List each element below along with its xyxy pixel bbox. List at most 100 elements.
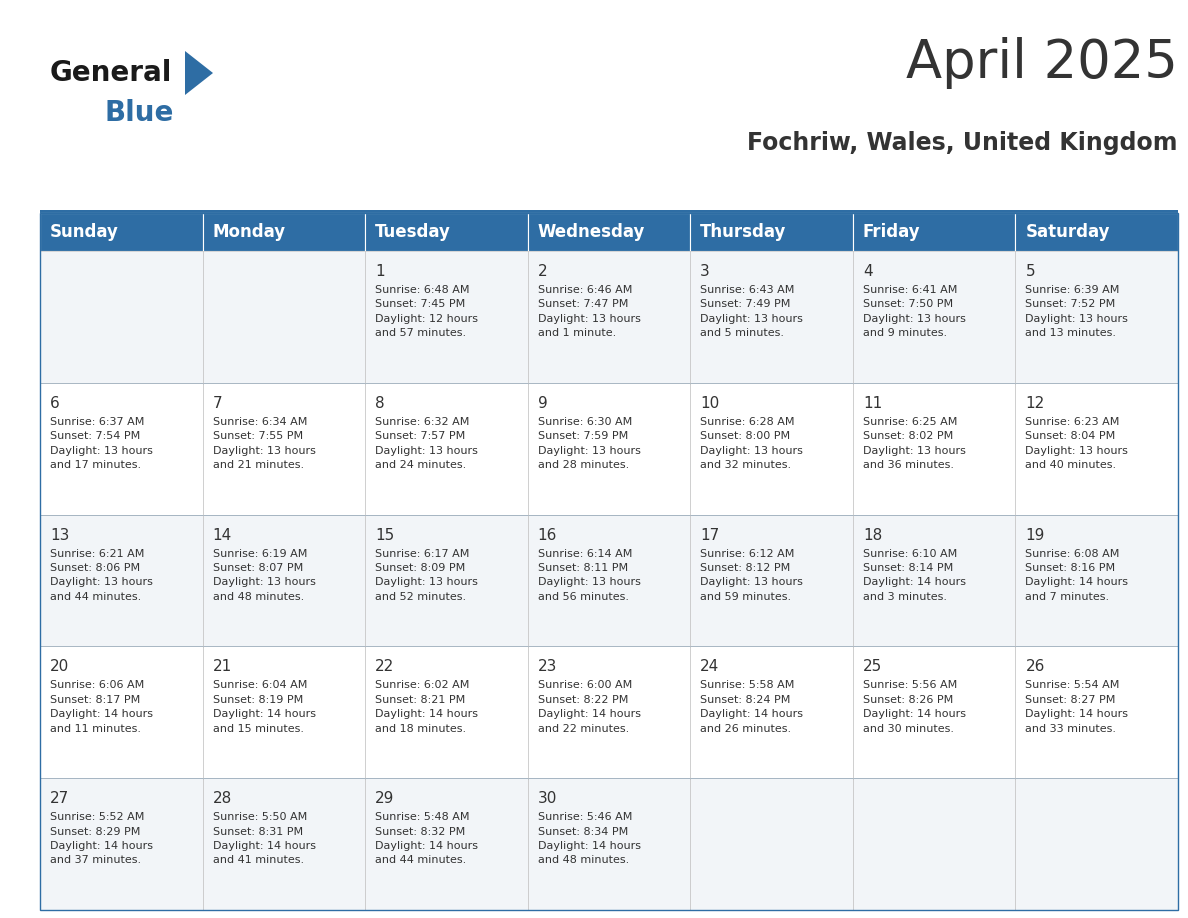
Text: Sunrise: 5:58 AM
Sunset: 8:24 PM
Daylight: 14 hours
and 26 minutes.: Sunrise: 5:58 AM Sunset: 8:24 PM Dayligh… xyxy=(700,680,803,733)
Text: Fochriw, Wales, United Kingdom: Fochriw, Wales, United Kingdom xyxy=(747,131,1178,155)
Text: Sunrise: 6:41 AM
Sunset: 7:50 PM
Daylight: 13 hours
and 9 minutes.: Sunrise: 6:41 AM Sunset: 7:50 PM Dayligh… xyxy=(862,285,966,338)
Text: Sunrise: 6:04 AM
Sunset: 8:19 PM
Daylight: 14 hours
and 15 minutes.: Sunrise: 6:04 AM Sunset: 8:19 PM Dayligh… xyxy=(213,680,316,733)
Polygon shape xyxy=(185,51,213,95)
Text: Sunrise: 6:46 AM
Sunset: 7:47 PM
Daylight: 13 hours
and 1 minute.: Sunrise: 6:46 AM Sunset: 7:47 PM Dayligh… xyxy=(538,285,640,338)
Text: Sunrise: 6:25 AM
Sunset: 8:02 PM
Daylight: 13 hours
and 36 minutes.: Sunrise: 6:25 AM Sunset: 8:02 PM Dayligh… xyxy=(862,417,966,470)
Text: Monday: Monday xyxy=(213,223,285,241)
Bar xyxy=(40,515,1178,517)
Text: 11: 11 xyxy=(862,396,883,410)
Text: 29: 29 xyxy=(375,791,394,806)
Text: Saturday: Saturday xyxy=(1025,223,1110,241)
Text: 4: 4 xyxy=(862,264,872,279)
Bar xyxy=(527,646,690,778)
Text: Thursday: Thursday xyxy=(700,223,786,241)
Text: 14: 14 xyxy=(213,528,232,543)
Bar xyxy=(690,778,853,910)
Text: 18: 18 xyxy=(862,528,883,543)
Text: Sunrise: 6:12 AM
Sunset: 8:12 PM
Daylight: 13 hours
and 59 minutes.: Sunrise: 6:12 AM Sunset: 8:12 PM Dayligh… xyxy=(700,549,803,602)
Bar xyxy=(203,383,365,515)
Text: Sunrise: 6:08 AM
Sunset: 8:16 PM
Daylight: 14 hours
and 7 minutes.: Sunrise: 6:08 AM Sunset: 8:16 PM Dayligh… xyxy=(1025,549,1129,602)
Text: Sunrise: 6:19 AM
Sunset: 8:07 PM
Daylight: 13 hours
and 48 minutes.: Sunrise: 6:19 AM Sunset: 8:07 PM Dayligh… xyxy=(213,549,316,602)
Text: April 2025: April 2025 xyxy=(906,37,1178,89)
Text: Sunrise: 6:32 AM
Sunset: 7:57 PM
Daylight: 13 hours
and 24 minutes.: Sunrise: 6:32 AM Sunset: 7:57 PM Dayligh… xyxy=(375,417,478,470)
Bar xyxy=(527,251,690,383)
Text: Sunrise: 6:30 AM
Sunset: 7:59 PM
Daylight: 13 hours
and 28 minutes.: Sunrise: 6:30 AM Sunset: 7:59 PM Dayligh… xyxy=(538,417,640,470)
Text: 15: 15 xyxy=(375,528,394,543)
Text: Sunrise: 5:54 AM
Sunset: 8:27 PM
Daylight: 14 hours
and 33 minutes.: Sunrise: 5:54 AM Sunset: 8:27 PM Dayligh… xyxy=(1025,680,1129,733)
Text: Sunrise: 6:06 AM
Sunset: 8:17 PM
Daylight: 14 hours
and 11 minutes.: Sunrise: 6:06 AM Sunset: 8:17 PM Dayligh… xyxy=(50,680,153,733)
Bar xyxy=(365,515,527,646)
Bar xyxy=(40,251,203,383)
Bar xyxy=(203,778,365,910)
Bar xyxy=(365,383,527,515)
Bar xyxy=(40,778,1178,780)
Bar xyxy=(203,213,365,251)
Text: 9: 9 xyxy=(538,396,548,410)
Text: 13: 13 xyxy=(50,528,69,543)
Text: Friday: Friday xyxy=(862,223,921,241)
Text: Sunrise: 6:00 AM
Sunset: 8:22 PM
Daylight: 14 hours
and 22 minutes.: Sunrise: 6:00 AM Sunset: 8:22 PM Dayligh… xyxy=(538,680,640,733)
Bar xyxy=(40,646,1178,648)
Bar xyxy=(527,515,690,646)
Text: 20: 20 xyxy=(50,659,69,675)
Text: Sunrise: 6:02 AM
Sunset: 8:21 PM
Daylight: 14 hours
and 18 minutes.: Sunrise: 6:02 AM Sunset: 8:21 PM Dayligh… xyxy=(375,680,478,733)
Bar xyxy=(1016,646,1178,778)
Bar xyxy=(203,646,365,778)
Bar xyxy=(690,251,853,383)
Text: 28: 28 xyxy=(213,791,232,806)
Bar xyxy=(853,646,1016,778)
Bar xyxy=(690,213,853,251)
Text: 1: 1 xyxy=(375,264,385,279)
Bar xyxy=(365,251,527,383)
Text: 17: 17 xyxy=(700,528,720,543)
Text: Sunrise: 6:48 AM
Sunset: 7:45 PM
Daylight: 12 hours
and 57 minutes.: Sunrise: 6:48 AM Sunset: 7:45 PM Dayligh… xyxy=(375,285,478,338)
Text: Sunrise: 6:17 AM
Sunset: 8:09 PM
Daylight: 13 hours
and 52 minutes.: Sunrise: 6:17 AM Sunset: 8:09 PM Dayligh… xyxy=(375,549,478,602)
Bar xyxy=(40,213,203,251)
Bar xyxy=(690,515,853,646)
Bar xyxy=(1016,515,1178,646)
Bar xyxy=(1016,778,1178,910)
Bar xyxy=(203,251,365,383)
Text: Sunrise: 6:21 AM
Sunset: 8:06 PM
Daylight: 13 hours
and 44 minutes.: Sunrise: 6:21 AM Sunset: 8:06 PM Dayligh… xyxy=(50,549,153,602)
Text: Sunday: Sunday xyxy=(50,223,119,241)
Text: 2: 2 xyxy=(538,264,548,279)
Bar xyxy=(40,646,203,778)
Text: Tuesday: Tuesday xyxy=(375,223,451,241)
Text: 27: 27 xyxy=(50,791,69,806)
Text: 23: 23 xyxy=(538,659,557,675)
Bar xyxy=(853,515,1016,646)
Text: Sunrise: 5:48 AM
Sunset: 8:32 PM
Daylight: 14 hours
and 44 minutes.: Sunrise: 5:48 AM Sunset: 8:32 PM Dayligh… xyxy=(375,812,478,866)
Text: Sunrise: 6:10 AM
Sunset: 8:14 PM
Daylight: 14 hours
and 3 minutes.: Sunrise: 6:10 AM Sunset: 8:14 PM Dayligh… xyxy=(862,549,966,602)
Bar xyxy=(40,515,203,646)
Text: General: General xyxy=(50,59,172,87)
Bar xyxy=(527,383,690,515)
Bar xyxy=(1016,383,1178,515)
Text: 19: 19 xyxy=(1025,528,1044,543)
Bar xyxy=(527,213,690,251)
Text: Sunrise: 5:56 AM
Sunset: 8:26 PM
Daylight: 14 hours
and 30 minutes.: Sunrise: 5:56 AM Sunset: 8:26 PM Dayligh… xyxy=(862,680,966,733)
Bar xyxy=(690,383,853,515)
Bar xyxy=(203,515,365,646)
Text: 25: 25 xyxy=(862,659,883,675)
Text: Sunrise: 6:14 AM
Sunset: 8:11 PM
Daylight: 13 hours
and 56 minutes.: Sunrise: 6:14 AM Sunset: 8:11 PM Dayligh… xyxy=(538,549,640,602)
Text: Sunrise: 6:43 AM
Sunset: 7:49 PM
Daylight: 13 hours
and 5 minutes.: Sunrise: 6:43 AM Sunset: 7:49 PM Dayligh… xyxy=(700,285,803,338)
Bar xyxy=(40,383,203,515)
Text: 26: 26 xyxy=(1025,659,1044,675)
Bar xyxy=(1016,251,1178,383)
Bar xyxy=(527,778,690,910)
Text: 21: 21 xyxy=(213,659,232,675)
Bar xyxy=(40,210,1178,214)
Text: 6: 6 xyxy=(50,396,59,410)
Text: 24: 24 xyxy=(700,659,720,675)
Bar xyxy=(365,213,527,251)
Text: 8: 8 xyxy=(375,396,385,410)
Text: Sunrise: 6:37 AM
Sunset: 7:54 PM
Daylight: 13 hours
and 17 minutes.: Sunrise: 6:37 AM Sunset: 7:54 PM Dayligh… xyxy=(50,417,153,470)
Text: Sunrise: 5:50 AM
Sunset: 8:31 PM
Daylight: 14 hours
and 41 minutes.: Sunrise: 5:50 AM Sunset: 8:31 PM Dayligh… xyxy=(213,812,316,866)
Text: Wednesday: Wednesday xyxy=(538,223,645,241)
Text: Sunrise: 6:39 AM
Sunset: 7:52 PM
Daylight: 13 hours
and 13 minutes.: Sunrise: 6:39 AM Sunset: 7:52 PM Dayligh… xyxy=(1025,285,1129,338)
Bar xyxy=(690,646,853,778)
Bar xyxy=(365,646,527,778)
Text: 22: 22 xyxy=(375,659,394,675)
Text: Sunrise: 6:34 AM
Sunset: 7:55 PM
Daylight: 13 hours
and 21 minutes.: Sunrise: 6:34 AM Sunset: 7:55 PM Dayligh… xyxy=(213,417,316,470)
Text: 7: 7 xyxy=(213,396,222,410)
